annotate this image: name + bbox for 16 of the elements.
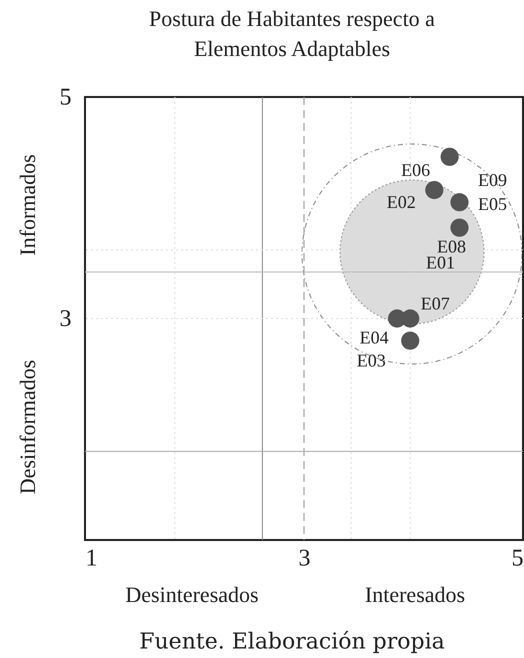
text: Desinteresados [125,582,259,608]
text: Desinformados [15,360,41,494]
source-note: Fuente. Elaboración propia [139,630,445,654]
annotation: E05 [478,194,507,214]
text: Interesados [364,582,466,608]
x-tick-label: 3 [298,546,310,572]
annotation: E04 [360,328,389,348]
annotation: E09 [478,170,507,190]
chart-title: Postura de Habitantes respecto a Elementos Adaptables [148,5,436,63]
x-tick-label: 5 [512,546,524,572]
annotation: E07 [420,294,450,314]
x-tick-label: 1 [86,546,98,572]
annotation: E03 [356,350,386,371]
annotation: E06 [401,160,430,180]
annotation: E02 [386,192,416,212]
text: Informados [15,154,41,256]
